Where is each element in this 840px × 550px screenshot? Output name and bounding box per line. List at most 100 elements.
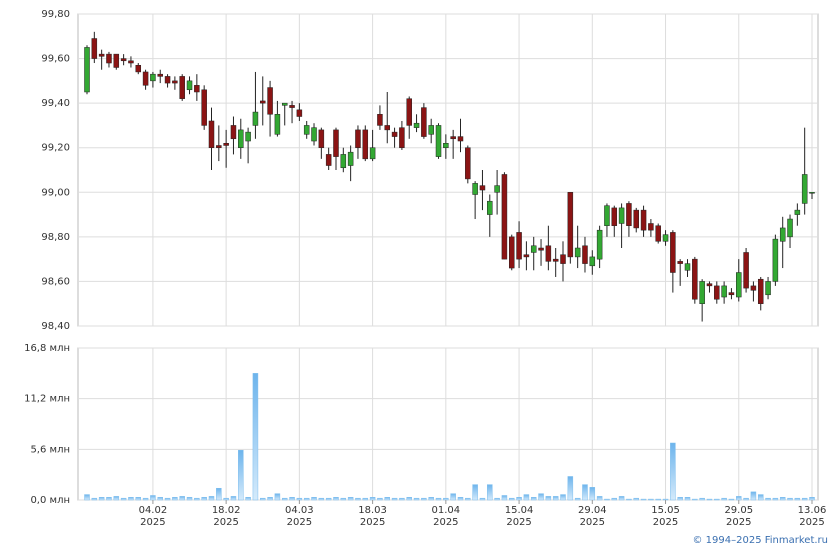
candle-body	[142, 71, 149, 86]
candle-body	[714, 285, 720, 300]
candle-body	[106, 53, 112, 64]
volume-bar	[479, 497, 486, 501]
candle-body	[252, 111, 259, 126]
candle-body	[779, 227, 786, 242]
candle-body	[369, 147, 376, 160]
candle-body	[757, 278, 764, 304]
candle-body	[377, 114, 383, 126]
candle-body	[230, 125, 237, 140]
volume-bar	[721, 497, 727, 501]
volume-bar	[413, 497, 420, 501]
y-tick-label: 5,6 млн	[30, 444, 70, 455]
x-tick-label: 01.04 2025	[431, 505, 461, 528]
candle-body	[640, 209, 647, 231]
volume-bar	[296, 497, 303, 501]
candle-body	[574, 247, 581, 258]
candle-body	[494, 185, 500, 193]
candle-body	[684, 263, 691, 271]
candle-body	[443, 143, 449, 148]
candle-body	[508, 236, 515, 269]
candle-body	[347, 151, 354, 166]
plot-frame	[77, 347, 819, 501]
candle-body	[406, 98, 412, 126]
volume-bar	[567, 476, 574, 501]
x-tick-label: 04.02 2025	[138, 505, 168, 528]
candle-body	[450, 136, 456, 140]
candle-body	[648, 223, 654, 231]
candle-body	[98, 53, 105, 57]
volume-bar	[238, 449, 244, 501]
volume-bar	[172, 497, 178, 501]
volume-bar	[289, 497, 295, 501]
candle-body	[662, 234, 669, 242]
candle-body	[186, 80, 193, 91]
volume-bar	[399, 497, 405, 501]
volume-bar	[157, 497, 163, 501]
candle-body	[413, 122, 420, 128]
volume-bar	[128, 497, 134, 501]
candle-body	[157, 73, 163, 77]
candle-body	[435, 125, 442, 157]
volume-bar	[757, 494, 764, 501]
candle-body	[655, 225, 661, 242]
candle-body	[618, 207, 625, 224]
candle-body	[311, 127, 317, 142]
candle-body	[472, 183, 478, 195]
volume-bar	[501, 495, 508, 501]
volume-bar	[457, 497, 464, 501]
candle-body	[179, 76, 185, 99]
volume-bar	[618, 496, 625, 501]
candle-body	[626, 203, 632, 226]
volume-bar	[772, 497, 779, 501]
volume-bar	[472, 484, 478, 501]
candle-body	[245, 131, 251, 142]
candle-body	[728, 292, 735, 296]
volume-bar	[487, 484, 493, 501]
candle-body	[340, 154, 347, 169]
volume-bar	[684, 497, 691, 501]
candle-body	[150, 73, 156, 82]
candle-body	[706, 283, 713, 287]
volume-bar	[333, 497, 339, 501]
volume-bar	[260, 497, 266, 501]
volume-bar	[516, 497, 522, 501]
candle-body	[267, 87, 273, 115]
candle-body	[91, 38, 98, 59]
volume-bar	[421, 497, 427, 501]
volume-bar	[318, 497, 325, 501]
volume-bar	[355, 497, 361, 501]
candle-body	[325, 154, 332, 166]
volume-bar	[494, 497, 500, 501]
candle-body	[692, 258, 698, 300]
candle-body	[208, 120, 215, 148]
candle-body	[794, 209, 801, 215]
volume-bar	[106, 497, 112, 501]
volume-bar	[230, 496, 237, 501]
volume-bar	[113, 496, 120, 501]
candle-body	[772, 238, 779, 282]
volume-bar	[340, 497, 347, 501]
candle-body	[128, 60, 134, 64]
volume-bar	[347, 497, 354, 501]
volume-bar	[465, 497, 471, 501]
candle-body	[84, 47, 90, 93]
y-tick-label: 99,40	[41, 98, 70, 109]
candle-body	[135, 65, 142, 73]
volume-bar	[552, 496, 559, 501]
candle-body	[465, 147, 471, 180]
candle-body	[260, 100, 266, 104]
volume-bar	[794, 497, 801, 501]
volume-bar	[186, 497, 193, 501]
candle-body	[164, 76, 171, 84]
candle-body	[201, 89, 207, 126]
volume-bar	[281, 497, 288, 501]
candle-body	[560, 254, 566, 264]
candle-body	[428, 125, 434, 135]
volume-bar	[692, 498, 698, 501]
candle-body	[545, 245, 552, 262]
volume-bar	[714, 498, 720, 501]
candle-body	[113, 53, 120, 68]
volume-bar	[538, 493, 544, 501]
